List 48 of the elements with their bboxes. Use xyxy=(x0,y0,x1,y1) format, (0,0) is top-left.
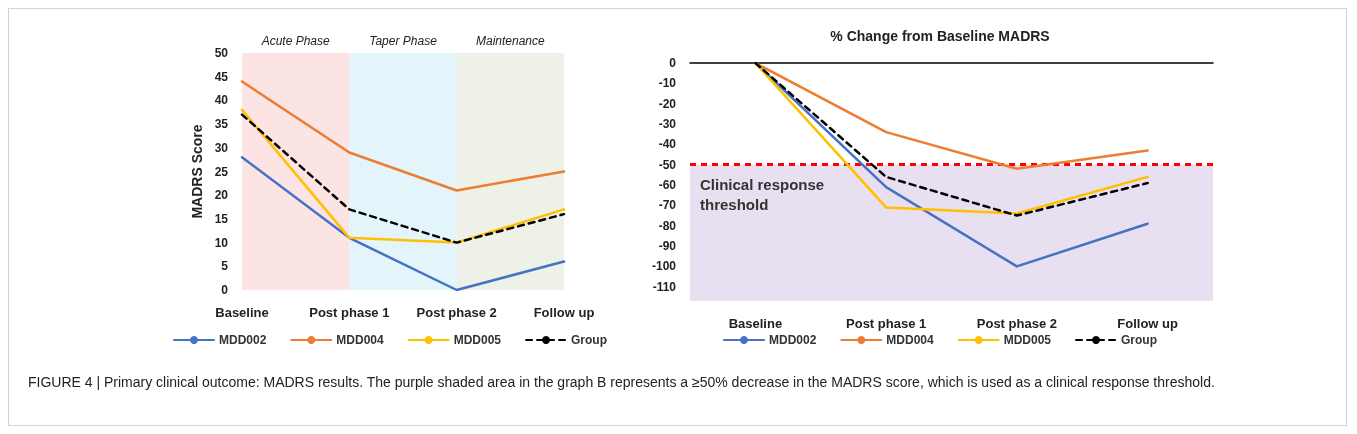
legend-label: MDD004 xyxy=(886,333,934,347)
y-tick-label: -80 xyxy=(658,218,677,233)
legend-label: MDD005 xyxy=(453,333,502,347)
line-series xyxy=(240,80,566,192)
x-tick-label: Follow up xyxy=(533,305,595,320)
y-tick-label: 30 xyxy=(214,140,229,155)
y-tick-label: 5 xyxy=(221,259,229,274)
band-label: Taper Phase xyxy=(369,34,438,48)
x-tick-label: Baseline xyxy=(215,305,269,320)
y-tick-label: -110 xyxy=(652,279,677,294)
y-tick-label: -70 xyxy=(658,198,677,213)
x-tick-label: Follow up xyxy=(1117,316,1179,331)
y-tick-label: 25 xyxy=(214,164,229,179)
y-tick-label: -90 xyxy=(658,239,677,254)
y-tick-label: 10 xyxy=(214,235,229,250)
y-tick-label: -10 xyxy=(658,76,677,91)
x-tick-label: Post phase 2 xyxy=(976,316,1057,331)
y-tick-label: 15 xyxy=(214,211,229,226)
x-tick-label: Post phase 1 xyxy=(846,316,927,331)
y-tick-label: 0 xyxy=(669,56,677,70)
y-tick-label: 50 xyxy=(214,46,229,60)
x-tick-label: Post phase 2 xyxy=(416,305,497,320)
y-tick-label: 40 xyxy=(214,93,229,108)
y-tick-label: -60 xyxy=(658,178,677,193)
y-tick-label: 45 xyxy=(214,69,229,84)
y-axis-title: MADRS Score xyxy=(188,124,205,219)
x-tick-label: Post phase 1 xyxy=(309,305,390,320)
y-tick-label: -100 xyxy=(651,259,677,274)
y-tick-label: -50 xyxy=(658,157,677,172)
band-label: Maintenance xyxy=(475,34,546,48)
band-label: Clinical response threshold xyxy=(700,176,829,214)
legend-label: Group xyxy=(1121,333,1158,347)
legend-label: MDD002 xyxy=(218,333,267,347)
caption: FIGURE 4 | Primary clinical outcome: MADRS results. The purple shaded area in the graph B represents a ≥50% decrease in the MADRS score, which is used as a clinical response threshold. xyxy=(28,373,1216,392)
x-tick-label: Baseline xyxy=(728,316,783,331)
y-tick-label: 35 xyxy=(214,117,229,132)
legend-label: MDD004 xyxy=(336,333,384,347)
line-series xyxy=(240,156,566,292)
legend-label: Group xyxy=(571,333,608,347)
chart-title: % Change from Baseline MADRS xyxy=(830,28,1050,44)
legend-label: MDD005 xyxy=(1003,333,1052,347)
y-tick-label: -40 xyxy=(658,137,677,152)
y-tick-label: -20 xyxy=(658,96,677,111)
y-tick-label: -30 xyxy=(658,117,677,132)
y-tick-label: 0 xyxy=(221,283,229,297)
band-label: Acute Phase xyxy=(260,34,331,48)
legend-label: MDD002 xyxy=(768,333,817,347)
y-tick-label: 20 xyxy=(214,188,229,203)
